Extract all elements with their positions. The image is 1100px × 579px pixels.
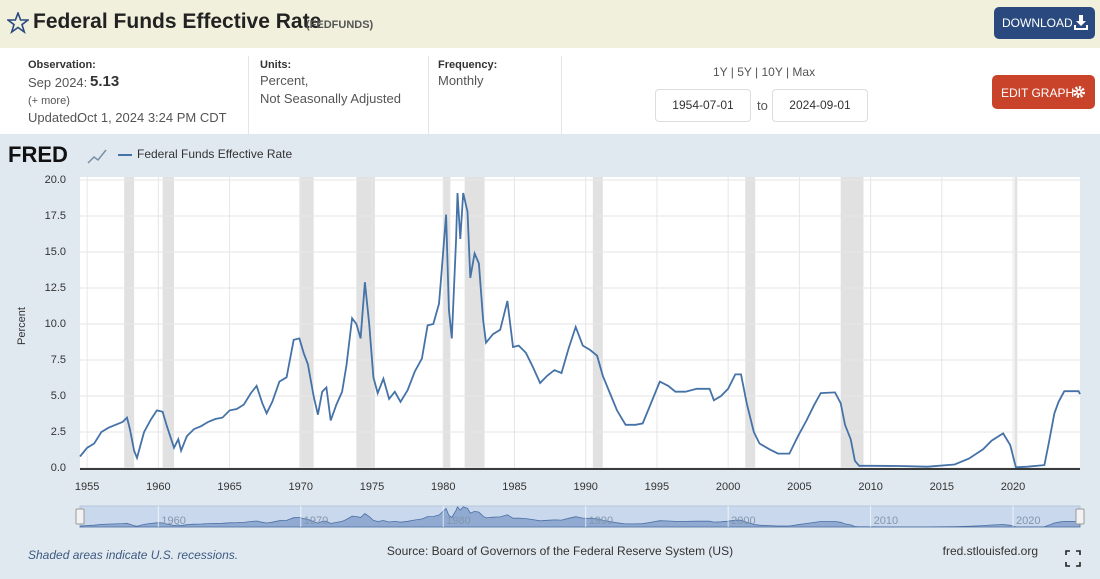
recession-band	[745, 177, 756, 468]
y-tick-label: 20.0	[45, 174, 66, 186]
navigator-series	[79, 506, 1081, 528]
recession-band	[443, 177, 451, 468]
navigator-tick-label: 2000	[731, 515, 755, 527]
site: fred.stlouisfed.org	[943, 544, 1038, 558]
title: Federal Funds Effective Rate	[33, 10, 322, 33]
fred-logo: FRED	[8, 142, 68, 167]
y-tick-label: 12.5	[45, 282, 66, 294]
plot-area	[80, 177, 1080, 468]
y-tick-label: 5.0	[51, 390, 66, 402]
navigator	[79, 505, 1081, 528]
divider	[428, 56, 429, 134]
fullscreen-icon	[1065, 550, 1081, 567]
x-tick-label: 1965	[217, 481, 241, 493]
download-label: DOWNLOAD	[1002, 16, 1073, 30]
observation-value: 5.13	[90, 73, 120, 90]
x-tick-label: 1970	[289, 481, 313, 493]
x-tick-label: 2020	[1001, 481, 1025, 493]
recession-band	[464, 177, 485, 468]
x-tick-label: 1975	[360, 481, 384, 493]
y-tick-label: 7.5	[51, 354, 66, 366]
navigator-tick-label: 1990	[589, 515, 613, 527]
navigator-tick-label: 1960	[161, 515, 185, 527]
y-axis-label: Percent	[16, 307, 28, 345]
edit-graph-button[interactable]: EDIT GRAPH	[992, 75, 1095, 109]
gear-icon	[1073, 86, 1085, 98]
updated-label: Updated:	[28, 110, 81, 125]
navigator-handle[interactable]	[1075, 508, 1085, 525]
series-line	[79, 192, 1081, 469]
observation-label: Observation:	[28, 59, 96, 71]
y-tick-label: 2.5	[51, 426, 66, 438]
x-tick-label: 1995	[645, 481, 669, 493]
header: Federal Funds Effective Rate (FEDFUNDS) …	[0, 0, 1100, 48]
y-tick-label: 10.0	[45, 318, 66, 330]
start-date-input[interactable]: 1954-07-01	[655, 89, 751, 122]
recession-note: Shaded areas indicate U.S. recessions.	[28, 548, 238, 562]
navigator-tick-label: 2010	[874, 515, 898, 527]
chart-background	[0, 134, 1100, 579]
download-icon	[1074, 15, 1088, 30]
recession-band	[356, 177, 375, 468]
divider	[248, 56, 249, 134]
recession-band	[840, 177, 864, 468]
y-tick-label: 15.0	[45, 246, 66, 258]
download-button[interactable]: DOWNLOAD	[994, 7, 1095, 39]
x-tick-label: 2010	[858, 481, 882, 493]
recession-band	[124, 177, 135, 468]
units: Not Seasonally Adjusted	[260, 91, 401, 106]
divider	[561, 56, 562, 134]
info-panel: Observation: Sep 2024: 5.13 (+ more) Upd…	[0, 48, 1100, 134]
end-date-input[interactable]: 2024-09-01	[772, 89, 868, 122]
recession-band	[162, 177, 175, 468]
source: Source: Board of Governors of the Federa…	[387, 544, 733, 558]
frequency-label: Frequency:	[438, 59, 498, 71]
x-tick-label: 1990	[573, 481, 597, 493]
more-link[interactable]: (+ more)	[28, 95, 70, 107]
observation-date: Sep 2024:	[28, 75, 88, 90]
to-label: to	[757, 98, 768, 113]
range-buttons[interactable]: 1Y | 5Y | 10Y | Max	[713, 65, 816, 79]
x-tick-label: 1980	[431, 481, 455, 493]
star-icon[interactable]	[7, 12, 29, 34]
recession-band	[592, 177, 603, 468]
x-tick-label: 2015	[930, 481, 954, 493]
edit-graph-label: EDIT GRAPH	[1001, 86, 1075, 100]
navigator-tick-label: 2020	[1016, 515, 1040, 527]
recession-band	[1014, 177, 1018, 468]
x-tick-label: 2005	[787, 481, 811, 493]
units-label: Units:	[260, 59, 292, 71]
navigator-tick-label: 1970	[304, 515, 328, 527]
units: Percent,	[260, 73, 309, 88]
x-tick-label: 2000	[716, 481, 740, 493]
recession-band	[299, 177, 314, 468]
navigator-tick-label: 1980	[446, 515, 470, 527]
y-tick-label: 17.5	[45, 210, 66, 222]
legend-label: Federal Funds Effective Rate	[137, 147, 293, 161]
series-code: (FEDFUNDS)	[306, 19, 374, 31]
updated-date: Oct 1, 2024 3:24 PM CDT	[77, 110, 227, 125]
y-tick-label: 0.0	[51, 462, 66, 474]
navigator-handle[interactable]	[75, 508, 85, 525]
x-tick-label: 1960	[146, 481, 170, 493]
x-tick-label: 1985	[502, 481, 526, 493]
x-tick-label: 1955	[75, 481, 99, 493]
logo-icon	[87, 149, 107, 164]
frequency: Monthly	[438, 73, 484, 88]
